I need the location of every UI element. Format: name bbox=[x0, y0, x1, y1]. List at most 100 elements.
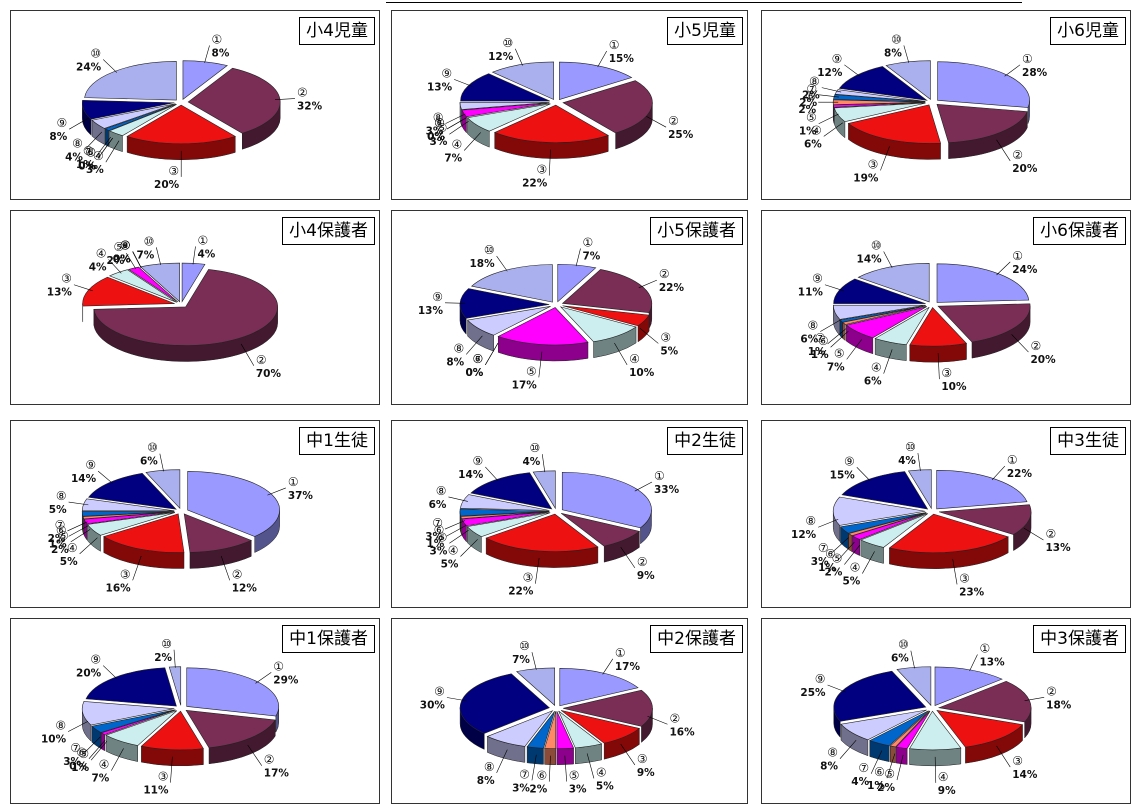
data-label: 0% bbox=[113, 254, 131, 266]
category-label: ⑨ bbox=[844, 454, 855, 468]
data-label: 7% bbox=[92, 773, 110, 785]
data-label: 1% bbox=[808, 346, 826, 358]
chart-title: 小4児童 bbox=[299, 17, 375, 45]
pie-slice bbox=[560, 513, 641, 547]
leader-line bbox=[821, 87, 842, 93]
category-label: ⑦ bbox=[473, 352, 484, 366]
pie-slice bbox=[145, 469, 181, 510]
data-label: 12% bbox=[488, 51, 514, 63]
pie-slice-side bbox=[848, 533, 853, 553]
leader-line bbox=[934, 756, 937, 783]
data-label: 12% bbox=[791, 529, 817, 541]
category-label: ③ bbox=[868, 157, 879, 171]
pie-slice bbox=[82, 276, 175, 307]
data-label: 12% bbox=[232, 582, 258, 594]
category-label: ⑤ bbox=[85, 145, 96, 159]
leader-line bbox=[883, 349, 893, 374]
leader-line bbox=[996, 261, 1011, 276]
leader-line bbox=[126, 253, 137, 270]
leader-line bbox=[156, 247, 161, 266]
category-label: ④ bbox=[811, 123, 822, 137]
data-label: 3% bbox=[86, 164, 104, 176]
pie-slice bbox=[851, 512, 927, 540]
category-label: ⑥ bbox=[805, 89, 816, 103]
category-label: ⑨ bbox=[120, 239, 131, 253]
data-label: 14% bbox=[71, 473, 97, 485]
category-label: ② bbox=[232, 567, 243, 581]
category-label: ③ bbox=[120, 567, 131, 581]
data-label: 5% bbox=[441, 559, 459, 571]
category-label: ⑤ bbox=[526, 364, 537, 378]
pie-slice bbox=[833, 278, 926, 304]
leader-line bbox=[445, 113, 466, 124]
leader-line bbox=[68, 501, 89, 506]
data-label: 2% bbox=[106, 255, 124, 267]
data-label: 16% bbox=[669, 726, 695, 738]
leader-line bbox=[247, 744, 263, 766]
data-label: 11% bbox=[143, 785, 169, 797]
pie-slice bbox=[557, 263, 597, 303]
pie-slice bbox=[460, 511, 550, 520]
pie-slice bbox=[81, 498, 175, 512]
category-label: ⑥ bbox=[818, 334, 829, 348]
leader-line bbox=[446, 525, 467, 537]
category-label: ⑥ bbox=[85, 145, 96, 159]
leader-line bbox=[102, 665, 118, 679]
category-label: ① bbox=[1007, 453, 1018, 467]
data-label: 2% bbox=[154, 652, 172, 664]
pie-slice bbox=[936, 710, 1024, 748]
data-label: 9% bbox=[938, 785, 956, 797]
category-label: ⑥ bbox=[76, 746, 87, 760]
data-label: 1% bbox=[818, 562, 836, 574]
data-label: 7% bbox=[512, 654, 530, 666]
category-label: ⑧ bbox=[56, 489, 67, 503]
data-label: 30% bbox=[420, 700, 446, 712]
data-label: 2% bbox=[877, 782, 895, 794]
category-label: ⑧ bbox=[453, 341, 464, 355]
category-label: ⑤ bbox=[437, 530, 448, 544]
pie-slice bbox=[936, 470, 1028, 510]
leader-line bbox=[820, 319, 841, 332]
leader-line bbox=[240, 343, 255, 366]
data-label: 6% bbox=[429, 499, 447, 511]
category-label: ① bbox=[1012, 249, 1023, 263]
category-label: ⑨ bbox=[434, 685, 445, 699]
leader-line bbox=[79, 537, 98, 555]
category-label: ⑩ bbox=[147, 441, 158, 455]
leader-line bbox=[67, 521, 88, 532]
data-label: 3% bbox=[811, 556, 829, 568]
pie-slice bbox=[840, 709, 927, 741]
category-label: ② bbox=[1030, 339, 1041, 353]
pie-slice bbox=[847, 104, 941, 144]
pie-slice bbox=[187, 471, 280, 537]
category-label: ③ bbox=[168, 164, 179, 178]
leader-line bbox=[996, 745, 1011, 768]
pie-slice bbox=[938, 504, 1032, 535]
category-label: ⑥ bbox=[56, 523, 67, 537]
pie-slice bbox=[869, 710, 929, 747]
data-label: 20% bbox=[154, 179, 180, 191]
data-label: 3% bbox=[569, 784, 587, 796]
category-label: ④ bbox=[448, 544, 459, 558]
pie-slice bbox=[860, 513, 929, 548]
leader-line bbox=[170, 756, 173, 783]
category-label: ⑦ bbox=[432, 516, 443, 530]
pie-slice bbox=[100, 709, 176, 736]
leader-line bbox=[844, 64, 860, 77]
leader-line bbox=[837, 541, 855, 561]
data-label: 11% bbox=[798, 287, 824, 299]
pie-slice bbox=[460, 494, 550, 511]
data-label: 8% bbox=[446, 356, 464, 368]
data-label: 4% bbox=[522, 456, 540, 468]
category-label: ③ bbox=[536, 163, 547, 177]
pie-chart-panel: ① 17% ② 16% ③ 9% ④ 5% ⑤ 3% ⑥ 2% ⑦ 3% ⑧ 8% ⑨ 30% ⑩ 7% 中2保護者 bbox=[391, 618, 748, 804]
category-label: ⑤ bbox=[58, 529, 69, 543]
data-label: 15% bbox=[609, 53, 635, 65]
data-label: 1% bbox=[867, 780, 885, 792]
pie-slice bbox=[907, 469, 932, 510]
pie-slice bbox=[559, 61, 633, 100]
data-label: 29% bbox=[273, 674, 299, 686]
category-label: ⑧ bbox=[433, 111, 444, 125]
leader-line bbox=[564, 755, 567, 782]
pie-slice bbox=[108, 269, 177, 303]
